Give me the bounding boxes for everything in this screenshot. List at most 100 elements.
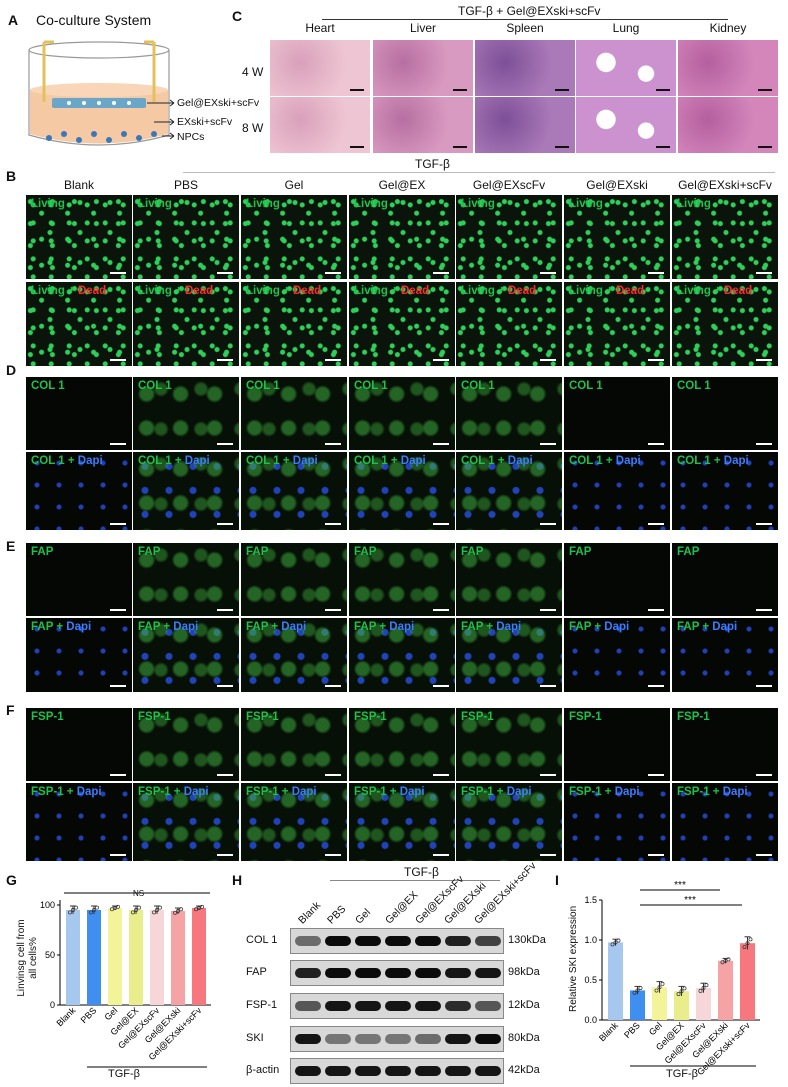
stain-label: COL 1 + Dapi (677, 455, 749, 467)
stain-label-part: FAP (246, 546, 269, 558)
data-point (616, 938, 621, 943)
micrograph-gel-exski-scfv: Living (672, 195, 778, 279)
scale-bar (540, 609, 556, 611)
stain-label-part: Dapi (400, 455, 426, 467)
scale-bar (325, 609, 341, 611)
micrograph-gel-exscfv: FAP (456, 543, 562, 616)
blot-ski (290, 1026, 504, 1052)
bar-gel-exscfv (150, 910, 164, 1005)
stain-label: COL 1 (569, 380, 603, 392)
data-point (610, 942, 615, 947)
scale-bar (758, 89, 772, 91)
stain-label-part: COL 1 + (138, 455, 185, 467)
stain-label-part: COL 1 + (677, 455, 724, 467)
blot-band (445, 1001, 471, 1011)
stain-label-part: FAP (31, 546, 54, 558)
scale-bar (656, 89, 670, 91)
data-point (95, 905, 99, 910)
panel-b-label: B (6, 168, 17, 184)
stain-label-part: FSP-1 + (31, 786, 77, 798)
stain-label-part: COL 1 + (461, 455, 508, 467)
stain-label: FSP-1 + Dapi (246, 786, 317, 798)
stain-label-part: Dapi (399, 786, 425, 798)
stain-label-part: COL 1 + (354, 455, 401, 467)
data-point (116, 904, 120, 909)
stain-label: COL 1 (677, 380, 711, 392)
stain-label-part: FAP + (31, 621, 67, 633)
stain-label: FSP-1 + Dapi (677, 786, 748, 798)
tgf-header-line (183, 172, 775, 173)
stain-label-part: FSP-1 + (569, 786, 615, 798)
blot-band (385, 968, 411, 978)
stain-label-part: Dapi (281, 621, 307, 633)
data-point (74, 905, 78, 910)
scale-bar (433, 523, 449, 525)
bar-gel-ex (129, 910, 143, 1005)
he-image-spleen-8w (475, 97, 575, 153)
stain-label-part: FSP-1 + (354, 786, 400, 798)
stain-label: FAP + Dapi (31, 621, 91, 633)
micrograph-blank: FSP-1 + Dapi (26, 783, 132, 861)
lane-gel: Gel (353, 906, 374, 927)
scale-bar (656, 146, 670, 148)
stain-label: FSP-1 (246, 711, 279, 723)
scale-bar (648, 774, 664, 776)
stain-label: Living (461, 198, 495, 210)
scale-bar (433, 854, 449, 856)
micrograph-gel-exscfv: FAP + Dapi (456, 618, 562, 692)
stain-label-part: Living (677, 285, 711, 297)
stain-label: COL 1 + Dapi (138, 455, 210, 467)
data-point (134, 908, 138, 912)
he-col-spleen: Spleen (506, 21, 544, 35)
micrograph-gel-exski: COL 1 + Dapi (564, 452, 670, 530)
blot-band (445, 936, 471, 946)
scale-bar (433, 609, 449, 611)
micrograph-gel-exski: FSP-1 + Dapi (564, 783, 670, 861)
micrograph-gel-exski-scfv: FSP-1 (672, 708, 778, 781)
scale-bar (110, 685, 126, 687)
scale-bar (110, 609, 126, 611)
micrograph-gel-exscfv: FSP-1 (456, 708, 562, 781)
micrograph-blank: COL 1 + Dapi (26, 452, 132, 530)
stain-label-part: FAP + (461, 621, 497, 633)
blot-band (445, 1066, 471, 1076)
micrograph-gel-ex: FSP-1 (349, 708, 455, 781)
micrograph-blank: Living + Dead (26, 282, 132, 366)
y-tick-label: 0.0 (584, 1015, 597, 1025)
scale-bar (756, 685, 772, 687)
stain-label-part: COL 1 + (246, 455, 293, 467)
stain-label: FSP-1 (138, 711, 171, 723)
data-point (682, 986, 687, 991)
scale-bar (555, 89, 569, 91)
micrograph-gel-ex: FAP (349, 543, 455, 616)
stain-label-part: Living (569, 198, 603, 210)
micrograph-gel: FSP-1 + Dapi (241, 783, 347, 861)
protein-label-actin: β-actin (246, 1064, 280, 1076)
x-tick-label: Blank (54, 1005, 77, 1028)
stain-label-part: Dapi (77, 455, 103, 467)
scale-bar (217, 685, 233, 687)
stain-label-part: Living (138, 285, 172, 297)
scale-bar (540, 774, 556, 776)
micrograph-pbs: COL 1 (133, 377, 239, 450)
scale-bar (110, 774, 126, 776)
stain-label-part: + (602, 285, 616, 297)
y-tick-label: 1.5 (584, 895, 597, 905)
kda-label: 80kDa (508, 1032, 540, 1044)
stain-label: Living (31, 198, 65, 210)
he-col-kidney: Kidney (709, 21, 747, 35)
stain-label-part: FSP-1 (354, 711, 387, 723)
scale-bar (453, 89, 467, 91)
stain-label-part: Living (677, 198, 711, 210)
data-point (745, 941, 750, 946)
micrograph-gel: FAP + Dapi (241, 618, 347, 692)
micrograph-gel-exscfv: COL 1 (456, 377, 562, 450)
data-point (200, 904, 204, 909)
scale-bar (433, 685, 449, 687)
scale-bar (350, 146, 364, 148)
data-point (137, 905, 141, 910)
stain-label-part: Living (31, 198, 65, 210)
blot-band (445, 968, 471, 978)
stain-label-part: COL 1 (31, 380, 65, 392)
